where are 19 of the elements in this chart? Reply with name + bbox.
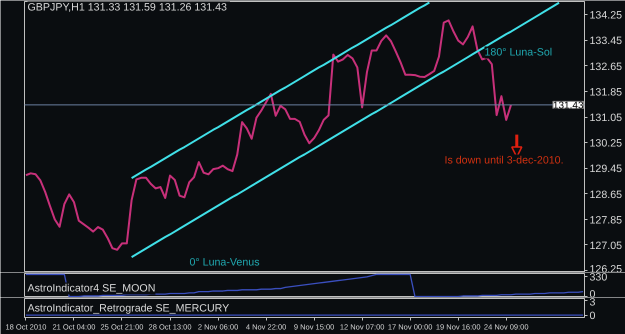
y-tick-label: 130.25: [590, 138, 622, 150]
y-tick-label: 131.85: [590, 86, 622, 98]
y-tick-label: 127.05: [590, 240, 622, 252]
y-tick-label: 330: [590, 272, 608, 284]
y-tick-label: 127.85: [590, 214, 622, 226]
annotation: 180° Luna-Sol: [484, 46, 552, 58]
y-tick-label: 128.65: [590, 188, 622, 201]
annotation: Is down until 3-dec-2010.: [444, 154, 564, 166]
y-tick-label: 0: [590, 310, 596, 322]
y-tick-label: 134.25: [590, 10, 622, 22]
annotation: 0° Luna-Venus: [190, 256, 260, 268]
y-tick-label: 132.65: [590, 60, 622, 73]
y-tick-label: 129.45: [590, 163, 622, 176]
y-tick-label: 3: [590, 296, 596, 308]
chart-title: GBPJPY,H1 131.33 131.59 131.26 131.43: [28, 2, 228, 14]
chart-title: AstroIndicator_Retrograde SE_MERCURY: [28, 302, 230, 314]
text: AstroIndicator4 SE_MOON: [28, 282, 156, 294]
y-tick-label: 131.05: [590, 112, 622, 124]
y-tick-label: 133.45: [590, 35, 622, 48]
